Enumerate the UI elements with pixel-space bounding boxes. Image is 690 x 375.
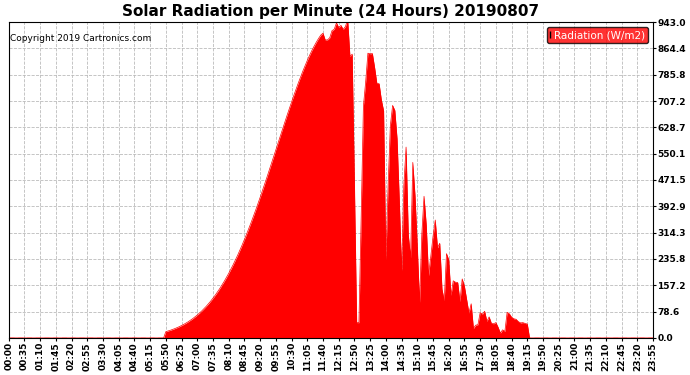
Text: Copyright 2019 Cartronics.com: Copyright 2019 Cartronics.com	[10, 34, 151, 44]
Title: Solar Radiation per Minute (24 Hours) 20190807: Solar Radiation per Minute (24 Hours) 20…	[122, 4, 540, 19]
Legend: Radiation (W/m2): Radiation (W/m2)	[547, 27, 648, 43]
